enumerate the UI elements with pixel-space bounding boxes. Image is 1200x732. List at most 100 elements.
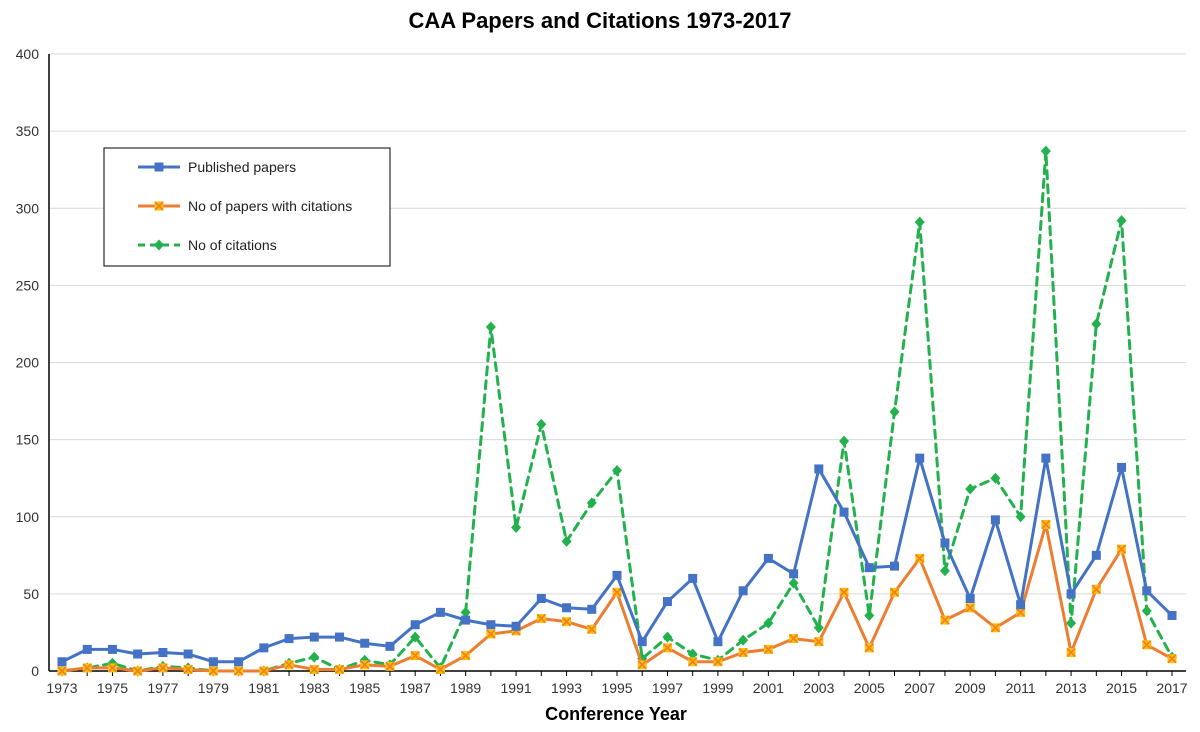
x-tick-label: 2013 [1056,680,1087,696]
data-point [410,631,421,643]
x-tick-label: 2017 [1156,680,1187,696]
data-point [1066,647,1076,658]
data-point [485,321,496,333]
x-tick-label: 2001 [753,680,784,696]
data-point [1117,462,1127,472]
legend-label: No of papers with citations [188,198,352,214]
data-point [990,472,1001,484]
data-point [1066,589,1076,599]
y-tick-label: 400 [16,46,40,62]
data-point [259,643,269,653]
data-point [612,587,622,597]
chart-title: CAA Papers and Citations 1973-2017 [408,8,791,33]
data-point [612,464,622,476]
data-point [335,632,344,642]
data-point [82,663,92,673]
data-point [889,587,900,597]
data-point [687,648,698,660]
data-point [965,483,976,495]
data-point [788,577,799,589]
x-tick-label: 1987 [400,680,431,696]
data-point [965,603,975,613]
data-point [1091,584,1101,594]
data-point [688,573,698,583]
data-point [914,216,925,228]
x-tick-label: 1983 [299,680,330,696]
data-point [1091,550,1101,560]
data-point [662,631,673,643]
data-point [839,587,849,597]
data-point [1015,511,1026,523]
series-line [60,522,1174,673]
data-point [662,643,673,653]
data-point [889,406,900,418]
data-point [234,657,244,667]
data-point [864,563,874,573]
data-point [385,641,395,651]
x-tick-label: 2003 [803,680,834,696]
legend-marker [154,201,164,211]
data-point [536,594,546,604]
data-point [511,522,522,534]
data-point [915,453,925,463]
data-point [536,418,547,430]
x-tick-label: 2009 [955,680,986,696]
data-point [839,507,849,517]
data-point [587,604,597,614]
data-point [990,515,1000,525]
x-tick-label: 1973 [46,680,77,696]
y-tick-label: 350 [16,123,40,139]
data-point [208,657,218,667]
data-point [461,615,471,625]
data-point [57,657,67,667]
data-point [1167,610,1177,620]
data-point [208,666,218,676]
data-point [713,637,723,647]
data-point [662,597,672,607]
data-point [587,624,597,634]
data-point [1141,605,1152,617]
legend-label: No of citations [188,237,277,253]
x-tick-label: 2015 [1106,680,1137,696]
x-tick-label: 1995 [601,680,632,696]
data-point [940,615,950,625]
data-point [183,649,193,659]
x-tick-label: 1999 [702,680,733,696]
x-tick-label: 1977 [147,680,178,696]
data-point [561,617,572,627]
data-point [612,570,622,580]
legend-marker [154,239,164,251]
data-point [183,664,193,675]
data-point [814,637,824,647]
data-point [1116,215,1127,227]
data-point [789,569,799,579]
data-point [234,666,244,676]
data-point [158,647,168,657]
series [57,145,1177,677]
data-point [107,663,118,673]
data-point [763,644,773,654]
data-point [965,594,975,604]
data-point [486,620,496,630]
x-tick-label: 1985 [349,680,380,696]
data-point [864,643,874,653]
data-point [814,464,824,474]
x-tick-label: 1993 [551,680,582,696]
y-tick-label: 200 [16,355,40,371]
data-point [864,609,875,621]
legend: Published papers No of papers with citati… [103,147,391,267]
data-point [1016,607,1026,617]
data-point [561,535,572,547]
data-point [486,629,496,639]
data-point [309,632,319,642]
data-point [738,586,748,596]
x-tick-label: 1991 [501,680,532,696]
grid [49,53,1186,595]
data-point [460,606,471,618]
x-axis-title: Conference Year [545,704,687,724]
data-point [435,607,445,617]
data-point [133,666,143,676]
data-point [1091,318,1102,330]
data-point [435,664,445,675]
